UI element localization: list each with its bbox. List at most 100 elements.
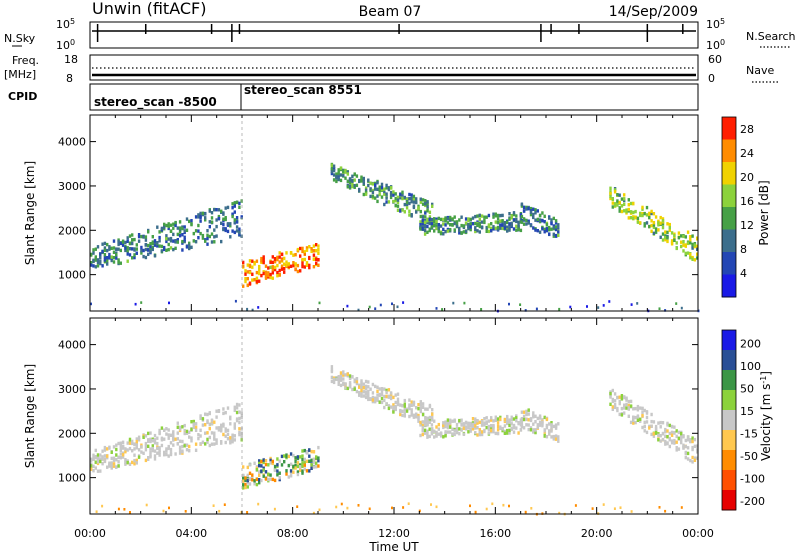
echo-cell	[464, 427, 468, 431]
echo-cell	[611, 205, 614, 209]
ground-scatter-cell	[357, 308, 360, 312]
echo-cell	[312, 253, 316, 257]
echo-cell	[117, 258, 120, 262]
echo-cell	[693, 444, 697, 448]
echo-cell	[435, 217, 438, 221]
echo-cell	[650, 219, 653, 223]
echo-cell	[439, 217, 443, 222]
echo-cell	[301, 449, 304, 453]
echo-cell	[248, 471, 252, 475]
echo-cell	[133, 253, 136, 257]
echo-cell	[351, 180, 354, 184]
ground-scatter-cell	[530, 507, 533, 510]
echo-cell	[609, 192, 612, 196]
echo-cell	[215, 218, 218, 222]
echo-cell	[278, 471, 281, 475]
echo-cell	[426, 202, 429, 206]
echo-cell	[235, 220, 239, 224]
echo-cell	[673, 431, 676, 435]
echo-cell	[550, 421, 553, 425]
colorbar-swatch	[722, 229, 736, 253]
echo-cell	[262, 466, 265, 470]
echo-cell	[661, 217, 665, 221]
echo-cell	[480, 226, 484, 230]
echo-cell	[639, 211, 642, 216]
echo-cell	[389, 394, 393, 398]
echo-cell	[112, 256, 116, 260]
echo-cell	[483, 220, 486, 225]
echo-cell	[380, 389, 384, 394]
colorbar-swatch	[722, 470, 736, 491]
echo-cell	[439, 434, 443, 438]
echo-cell	[135, 251, 138, 255]
echo-cell	[659, 215, 662, 220]
echo-cell	[213, 228, 216, 232]
echo-cell	[344, 176, 347, 180]
echo-cell	[396, 402, 400, 407]
echo-cell	[490, 418, 493, 422]
echo-cell	[248, 259, 252, 263]
echo-cell	[541, 227, 544, 231]
echo-cell	[251, 272, 254, 276]
echo-cell	[417, 403, 420, 407]
echo-cell	[387, 406, 391, 411]
ground-scatter-cell	[184, 510, 187, 513]
echo-cell	[374, 196, 377, 200]
echo-cell	[244, 269, 247, 273]
echo-cell	[522, 417, 526, 422]
echo-cell	[96, 469, 100, 473]
echo-cell	[376, 194, 379, 198]
echo-cell	[423, 428, 427, 432]
echo-cell	[96, 453, 100, 457]
ground-scatter-cell	[368, 305, 371, 309]
echo-cell	[238, 201, 241, 206]
echo-cell	[106, 242, 109, 247]
echo-cell	[108, 247, 111, 251]
echo-cell	[673, 236, 676, 240]
echo-cell	[267, 273, 270, 278]
echo-cell	[431, 408, 434, 412]
echo-cell	[121, 446, 125, 450]
echo-cell	[410, 403, 413, 407]
echo-cell	[246, 263, 249, 267]
freq-tick-top: 18	[64, 53, 78, 66]
echo-cell	[287, 454, 290, 459]
echo-cell	[308, 265, 311, 270]
ground-scatter-cell	[636, 302, 639, 305]
echo-cell	[135, 443, 138, 448]
echo-cell	[522, 209, 526, 213]
echo-cell	[618, 412, 621, 417]
echo-cell	[167, 247, 170, 252]
ground-scatter-cell	[569, 305, 572, 309]
echo-cell	[410, 411, 413, 415]
echo-cell	[421, 402, 425, 406]
echo-cell	[385, 186, 388, 190]
echo-cell	[536, 416, 539, 421]
echo-cell	[645, 415, 649, 420]
echo-cell	[156, 441, 159, 446]
echo-cell	[532, 207, 535, 211]
echo-cell	[643, 420, 646, 425]
echo-cell	[283, 270, 286, 274]
echo-cell	[467, 430, 470, 434]
echo-cell	[517, 227, 520, 231]
echo-cell	[99, 469, 102, 473]
ground-scatter-cell	[418, 509, 421, 513]
echo-cell	[383, 192, 386, 196]
echo-cell	[437, 226, 440, 230]
echo-cell	[394, 196, 397, 201]
echo-cell	[503, 223, 507, 227]
echo-cell	[686, 446, 690, 450]
echo-cell	[317, 459, 320, 463]
echo-cell	[244, 476, 247, 480]
echo-cell	[458, 231, 461, 235]
echo-cell	[278, 273, 281, 277]
echo-cell	[545, 223, 549, 227]
echo-cell	[421, 420, 424, 424]
echo-cell	[115, 443, 118, 447]
echo-cell	[135, 446, 138, 450]
echo-cell	[262, 271, 265, 276]
echo-cell	[283, 266, 286, 271]
echo-cell	[476, 433, 479, 437]
echo-cell	[190, 436, 193, 440]
